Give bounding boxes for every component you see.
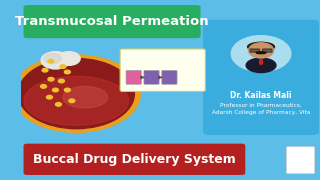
Ellipse shape [248,42,275,51]
Circle shape [48,59,54,63]
Circle shape [59,79,64,83]
FancyBboxPatch shape [162,71,177,84]
Circle shape [60,65,66,68]
FancyBboxPatch shape [126,71,141,84]
Circle shape [69,99,75,103]
Circle shape [55,103,61,106]
Circle shape [64,88,70,92]
Text: Professor in Pharmaceutics,: Professor in Pharmaceutics, [220,103,302,108]
Circle shape [46,95,52,99]
Circle shape [58,52,80,65]
Ellipse shape [24,76,129,125]
Circle shape [231,36,291,72]
Circle shape [41,85,46,88]
Circle shape [249,43,274,58]
FancyBboxPatch shape [24,144,245,175]
FancyBboxPatch shape [203,20,319,135]
Text: Adarsh College of Pharmacy, Vita: Adarsh College of Pharmacy, Vita [212,110,310,115]
Text: Transmucosal Permeation: Transmucosal Permeation [15,15,209,28]
Circle shape [12,55,140,132]
Text: Buccal Drug Delivery System: Buccal Drug Delivery System [33,153,236,166]
FancyBboxPatch shape [24,5,201,38]
Ellipse shape [256,52,266,54]
FancyBboxPatch shape [262,49,272,52]
Circle shape [44,53,61,64]
Circle shape [48,77,54,81]
Circle shape [41,52,70,69]
FancyBboxPatch shape [286,147,315,174]
Ellipse shape [246,58,276,73]
Circle shape [52,88,59,92]
FancyBboxPatch shape [250,49,260,52]
FancyBboxPatch shape [120,49,205,91]
Circle shape [64,70,70,74]
Circle shape [18,58,134,129]
FancyBboxPatch shape [144,71,159,84]
Ellipse shape [63,86,108,108]
Text: Dr. Kailas Mali: Dr. Kailas Mali [230,91,292,100]
Circle shape [42,68,48,72]
